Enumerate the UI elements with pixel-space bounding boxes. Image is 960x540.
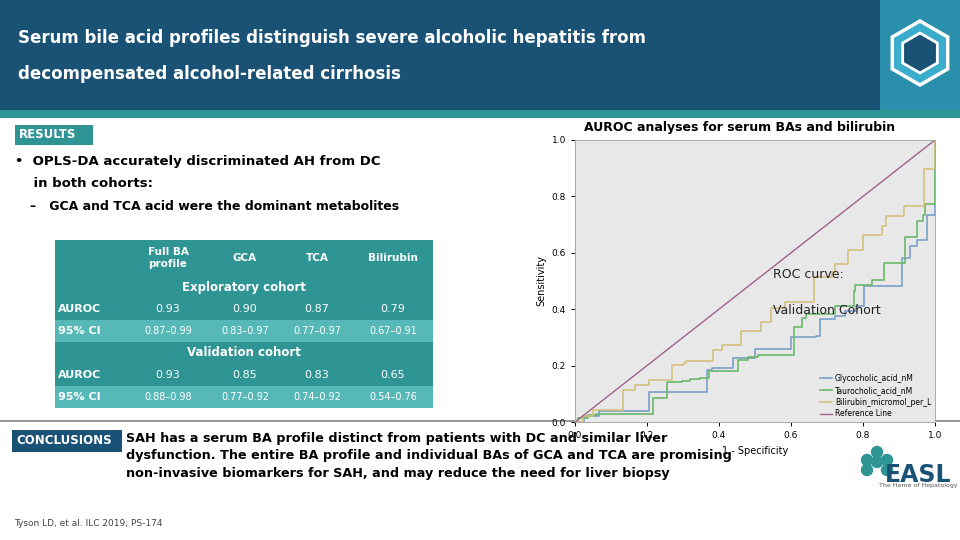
Circle shape bbox=[881, 455, 893, 465]
Text: GCA: GCA bbox=[233, 253, 257, 263]
Polygon shape bbox=[902, 33, 937, 73]
Text: 0.67–0.91: 0.67–0.91 bbox=[370, 326, 417, 336]
Bar bbox=[55, 240, 433, 276]
Text: 0.87–0.99: 0.87–0.99 bbox=[144, 326, 192, 336]
Legend: Glycocholic_acid_nM, Taurocholic_acid_nM, Bilirubin_micromol_per_L, Reference Li: Glycocholic_acid_nM, Taurocholic_acid_nM… bbox=[820, 374, 931, 418]
Text: 0.88–0.98: 0.88–0.98 bbox=[144, 392, 192, 402]
Text: 0.83–0.97: 0.83–0.97 bbox=[221, 326, 269, 336]
Text: AUROC analyses for serum BAs and bilirubin: AUROC analyses for serum BAs and bilirub… bbox=[585, 120, 896, 133]
Bar bbox=[55, 276, 433, 298]
Text: –   GCA and TCA acid were the dominant metabolites: – GCA and TCA acid were the dominant met… bbox=[30, 200, 399, 213]
Text: 0.54–0.76: 0.54–0.76 bbox=[369, 392, 417, 402]
Bar bbox=[15, 125, 93, 145]
Text: 95% CI: 95% CI bbox=[58, 392, 101, 402]
Bar bbox=[0, 0, 880, 110]
Bar bbox=[55, 386, 433, 408]
Text: 0.85: 0.85 bbox=[232, 370, 257, 380]
Text: 0.65: 0.65 bbox=[381, 370, 405, 380]
Text: 0.79: 0.79 bbox=[380, 304, 405, 314]
Polygon shape bbox=[892, 21, 948, 85]
Circle shape bbox=[872, 456, 882, 468]
Text: 0.93: 0.93 bbox=[156, 370, 180, 380]
Text: 95% CI: 95% CI bbox=[58, 326, 101, 336]
Bar bbox=[55, 342, 433, 364]
Text: in both cohorts:: in both cohorts: bbox=[15, 177, 153, 190]
Text: 0.93: 0.93 bbox=[156, 304, 180, 314]
Bar bbox=[840, 426, 958, 488]
Circle shape bbox=[881, 464, 893, 476]
Bar bbox=[55, 320, 433, 342]
Bar bbox=[55, 364, 433, 386]
Text: Tyson LD, et al. ILC 2019; PS-174: Tyson LD, et al. ILC 2019; PS-174 bbox=[14, 519, 162, 529]
Text: decompensated alcohol-related cirrhosis: decompensated alcohol-related cirrhosis bbox=[18, 65, 401, 83]
Text: RESULTS: RESULTS bbox=[19, 129, 77, 141]
Text: AUROC: AUROC bbox=[58, 304, 101, 314]
Circle shape bbox=[861, 464, 873, 476]
Text: 0.90: 0.90 bbox=[232, 304, 257, 314]
Text: Bilirubin: Bilirubin bbox=[368, 253, 418, 263]
Text: dysfunction. The entire BA profile and individual BAs of GCA and TCA are promisi: dysfunction. The entire BA profile and i… bbox=[126, 449, 732, 462]
Text: AUROC: AUROC bbox=[58, 370, 101, 380]
Bar bbox=[0, 420, 960, 422]
Text: •  OPLS-DA accurately discriminated AH from DC: • OPLS-DA accurately discriminated AH fr… bbox=[15, 155, 380, 168]
Text: 0.83: 0.83 bbox=[304, 370, 329, 380]
Circle shape bbox=[872, 447, 882, 457]
Text: TCA: TCA bbox=[305, 253, 328, 263]
Bar bbox=[0, 110, 960, 118]
Text: 0.77–0.97: 0.77–0.97 bbox=[293, 326, 341, 336]
Text: CONCLUSIONS: CONCLUSIONS bbox=[16, 435, 111, 448]
Text: Serum bile acid profiles distinguish severe alcoholic hepatitis from: Serum bile acid profiles distinguish sev… bbox=[18, 29, 646, 47]
Text: ROC curve:: ROC curve: bbox=[773, 268, 844, 281]
Text: 0.87: 0.87 bbox=[304, 304, 329, 314]
X-axis label: 1 - Specificity: 1 - Specificity bbox=[722, 446, 788, 456]
Text: 0.74–0.92: 0.74–0.92 bbox=[293, 392, 341, 402]
Text: Validation Cohort: Validation Cohort bbox=[773, 303, 880, 316]
Circle shape bbox=[861, 455, 873, 465]
Text: Validation cohort: Validation cohort bbox=[187, 347, 300, 360]
Text: EASL: EASL bbox=[885, 463, 951, 487]
Bar bbox=[12, 430, 122, 452]
Text: non-invasive biomarkers for SAH, and may reduce the need for liver biopsy: non-invasive biomarkers for SAH, and may… bbox=[126, 467, 670, 480]
Text: SAH has a serum BA profile distinct from patients with DC and similar liver: SAH has a serum BA profile distinct from… bbox=[126, 432, 667, 445]
Text: The Home of Hepatology: The Home of Hepatology bbox=[878, 483, 957, 488]
Text: Exploratory cohort: Exploratory cohort bbox=[182, 280, 306, 294]
Bar bbox=[880, 0, 960, 110]
Bar bbox=[55, 298, 433, 320]
Text: 0.77–0.92: 0.77–0.92 bbox=[221, 392, 269, 402]
Text: Full BA
profile: Full BA profile bbox=[148, 247, 188, 269]
Y-axis label: Sensitivity: Sensitivity bbox=[536, 255, 546, 307]
